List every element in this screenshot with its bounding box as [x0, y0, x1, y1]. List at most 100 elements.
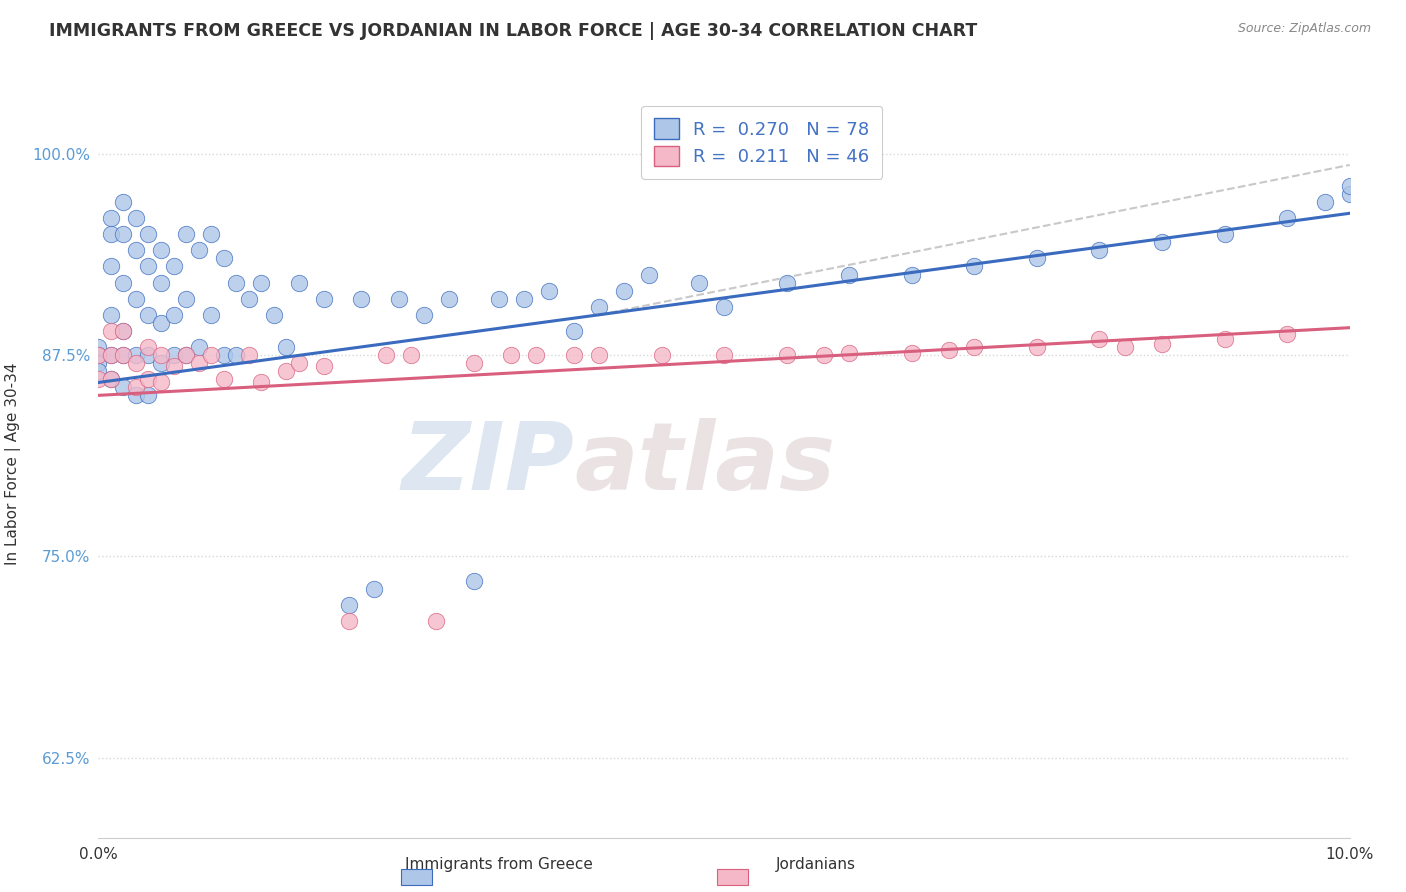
Point [100, 308, 122, 322]
Point [162, 260, 184, 274]
Point [287, 356, 309, 370]
Point [125, 292, 148, 306]
Point [526, 348, 548, 362]
Point [174, 348, 197, 362]
Point [100, 324, 122, 338]
Point [1213, 332, 1236, 346]
Point [900, 346, 922, 360]
Point [1114, 340, 1136, 354]
Point [187, 356, 209, 370]
Text: ZIP: ZIP [401, 417, 574, 510]
Point [100, 372, 122, 386]
Point [1088, 244, 1111, 258]
Point [150, 356, 173, 370]
Point [112, 227, 135, 242]
Point [938, 343, 960, 358]
Point [174, 292, 197, 306]
Point [363, 582, 385, 596]
Point [1313, 194, 1336, 209]
Point [963, 260, 986, 274]
Point [87, 348, 110, 362]
Point [187, 340, 209, 354]
Point [112, 194, 135, 209]
Point [713, 300, 735, 314]
Text: Immigrants from Greece: Immigrants from Greece [405, 857, 593, 872]
Point [174, 348, 197, 362]
Point [150, 348, 173, 362]
Point [174, 227, 197, 242]
Point [650, 348, 672, 362]
Point [1277, 327, 1299, 342]
Text: Source: ZipAtlas.com: Source: ZipAtlas.com [1237, 22, 1371, 36]
Point [250, 376, 273, 390]
Point [138, 340, 160, 354]
Point [162, 308, 184, 322]
Point [150, 276, 173, 290]
Point [150, 316, 173, 330]
Point [112, 348, 135, 362]
Point [87, 364, 110, 378]
Point [263, 308, 285, 322]
Point [375, 348, 398, 362]
Point [87, 348, 110, 362]
Point [1152, 336, 1174, 351]
Point [287, 276, 309, 290]
Text: IMMIGRANTS FROM GREECE VS JORDANIAN IN LABOR FORCE | AGE 30-34 CORRELATION CHART: IMMIGRANTS FROM GREECE VS JORDANIAN IN L… [49, 22, 977, 40]
Point [501, 348, 523, 362]
Point [274, 364, 298, 378]
Point [138, 348, 160, 362]
Point [813, 348, 835, 362]
Point [1339, 178, 1361, 193]
Point [312, 292, 335, 306]
Point [562, 348, 585, 362]
Point [337, 598, 360, 612]
Point [138, 227, 160, 242]
Point [312, 359, 335, 374]
Point [1339, 186, 1361, 201]
Point [125, 244, 148, 258]
Point [200, 348, 222, 362]
Point [162, 359, 184, 374]
Point [200, 308, 222, 322]
Point [87, 356, 110, 370]
Point [963, 340, 986, 354]
Point [150, 244, 173, 258]
Point [588, 300, 610, 314]
Point [100, 348, 122, 362]
Point [100, 348, 122, 362]
Point [776, 348, 799, 362]
Point [125, 348, 148, 362]
Point [463, 356, 485, 370]
Point [1088, 332, 1111, 346]
Point [838, 346, 860, 360]
Point [412, 308, 434, 322]
Point [350, 292, 373, 306]
Point [125, 356, 148, 370]
Point [1026, 340, 1049, 354]
Point [838, 268, 860, 282]
Point [138, 308, 160, 322]
Point [537, 284, 560, 298]
Point [274, 340, 298, 354]
Point [138, 372, 160, 386]
Point [112, 324, 135, 338]
Point [1152, 235, 1174, 250]
Point [112, 324, 135, 338]
Legend: R =  0.270   N = 78, R =  0.211   N = 46: R = 0.270 N = 78, R = 0.211 N = 46 [641, 106, 882, 179]
Point [212, 348, 235, 362]
Point [401, 348, 423, 362]
Point [187, 244, 209, 258]
Point [125, 388, 148, 402]
Point [776, 276, 799, 290]
Point [87, 372, 110, 386]
Point [87, 340, 110, 354]
Point [488, 292, 510, 306]
Point [238, 348, 260, 362]
Point [138, 388, 160, 402]
Point [388, 292, 411, 306]
Point [613, 284, 636, 298]
Point [425, 614, 447, 628]
Point [100, 260, 122, 274]
Point [200, 227, 222, 242]
Point [337, 614, 360, 628]
